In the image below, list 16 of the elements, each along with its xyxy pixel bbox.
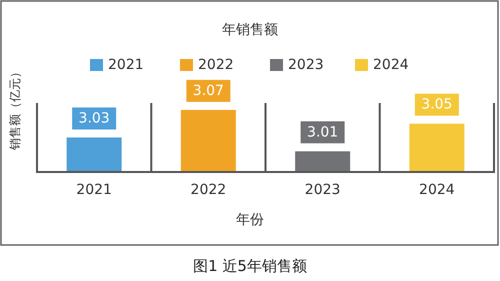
data-label: 3.03	[78, 110, 110, 126]
x-tick-label: 2024	[419, 182, 455, 198]
legend-label: 2023	[288, 57, 324, 73]
data-label: 3.05	[421, 96, 452, 113]
caption: 图1 近5年销售额	[193, 257, 307, 275]
y-axis-title: 销售额（亿元）	[8, 66, 22, 151]
x-axis-title: 年份	[236, 212, 264, 228]
data-label: 3.07	[192, 82, 224, 99]
chart-title: 年销售额	[222, 22, 278, 38]
legend-label: 2024	[373, 57, 409, 73]
legend-label: 2022	[198, 57, 234, 73]
x-tick-label: 2022	[190, 182, 226, 198]
data-label: 3.01	[307, 124, 338, 140]
legend-label: 2021	[108, 57, 144, 73]
x-tick-label: 2023	[304, 182, 340, 198]
x-tick-label: 2021	[76, 182, 112, 198]
